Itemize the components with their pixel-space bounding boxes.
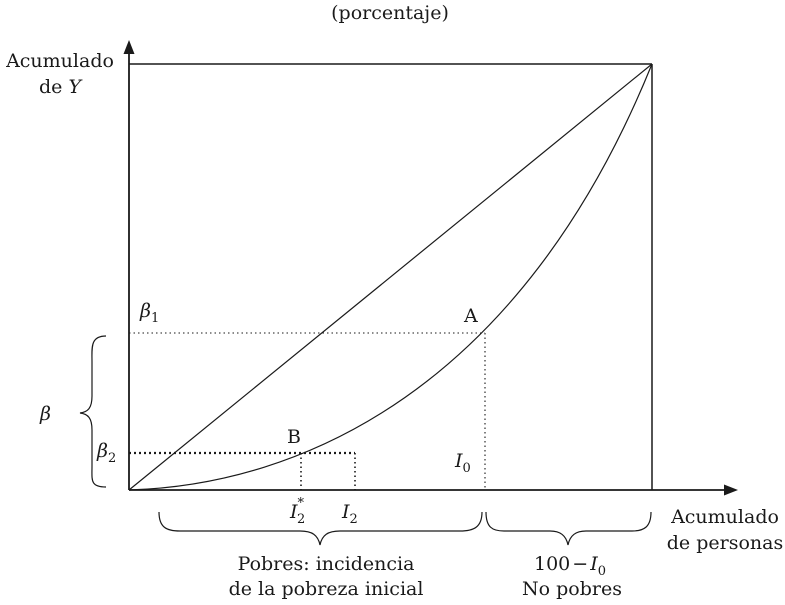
point-a-label: A — [463, 305, 478, 327]
nonpoor-label-line2: No pobres — [522, 578, 622, 600]
x-axis-arrowhead — [724, 484, 738, 496]
beta-brace — [79, 335, 107, 488]
y-axis-label-line2: de Y — [39, 76, 83, 98]
y-axis-label-line1: Acumulado — [5, 50, 114, 72]
beta2-label: β2 — [96, 440, 116, 466]
beta1-label: β1 — [139, 300, 159, 326]
i2star-label: I* 2 — [289, 496, 305, 527]
diagram-title: (porcentaje) — [331, 2, 449, 24]
point-b-label: B — [287, 426, 301, 448]
poor-label-line2: de la pobreza inicial — [229, 578, 424, 600]
x-axis-label-line1: Acumulado — [670, 506, 779, 528]
equality-line — [128, 63, 653, 491]
nonpoor-brace — [485, 511, 652, 546]
poor-brace — [158, 511, 483, 546]
beta-label: β — [39, 403, 51, 425]
i2-label: I2 — [341, 501, 358, 527]
x-axis-label-line2: de personas — [667, 532, 783, 554]
nonpoor-label-line1: 100− I0 — [534, 553, 606, 579]
poor-label-line1: Pobres: incidencia — [238, 553, 415, 575]
y-axis-arrowhead — [123, 40, 135, 54]
i0-label: I0 — [454, 450, 471, 476]
lorenz-curve — [128, 63, 653, 491]
